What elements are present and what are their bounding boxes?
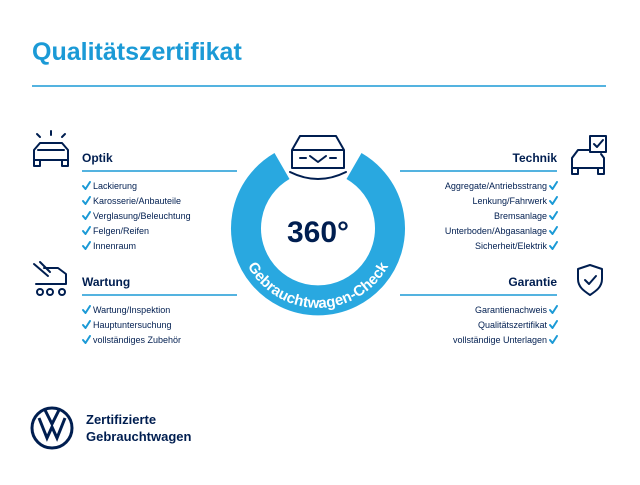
section-heading: Garantie: [508, 275, 557, 289]
check-mark: [82, 305, 91, 314]
check-item: Innenraum: [93, 241, 136, 251]
section-heading: Technik: [513, 151, 558, 165]
center-number: 360°: [287, 216, 349, 249]
check-item: Sicherheit/Elektrik: [475, 241, 548, 251]
check-mark: [549, 226, 558, 235]
vw-logo: [30, 406, 74, 450]
footer-line2: Gebrauchtwagen: [86, 429, 192, 444]
check-car-icon: [571, 135, 607, 175]
check-mark: [82, 320, 91, 329]
check-item: Aggregate/Antriebsstrang: [445, 181, 547, 191]
check-item: Garantienachweis: [475, 305, 548, 315]
check-item: Bremsanlage: [494, 211, 547, 221]
check-item: Unterboden/Abgasanlage: [445, 226, 547, 236]
check-mark: [549, 181, 558, 190]
check-item: vollständiges Zubehör: [93, 335, 181, 345]
check-mark: [82, 196, 91, 205]
title: Qualitätszertifikat: [32, 38, 242, 66]
center-car-icon: [289, 135, 347, 180]
check-mark: [549, 211, 558, 220]
car-icon: [33, 130, 69, 167]
check-mark: [82, 335, 91, 344]
check-mark: [82, 241, 91, 250]
shield-icon: [577, 264, 603, 296]
check-mark: [82, 181, 91, 190]
check-item: Verglasung/Beleuchtung: [93, 211, 191, 221]
check-mark: [549, 305, 558, 314]
check-item: Felgen/Reifen: [93, 226, 149, 236]
ring-arrow: [270, 160, 282, 172]
check-item: vollständige Unterlagen: [453, 335, 547, 345]
check-item: Lenkung/Fahrwerk: [472, 196, 547, 206]
section-heading: Optik: [82, 151, 113, 165]
check-mark: [549, 196, 558, 205]
service-icon: [33, 261, 67, 296]
footer-line1: Zertifizierte: [86, 412, 156, 427]
check-ring: [231, 153, 405, 316]
check-item: Qualitätszertifikat: [478, 320, 548, 330]
check-item: Lackierung: [93, 181, 137, 191]
check-mark: [549, 241, 558, 250]
section-heading: Wartung: [82, 275, 130, 289]
check-mark: [549, 320, 558, 329]
check-mark: [82, 211, 91, 220]
check-mark: [82, 226, 91, 235]
check-item: Wartung/Inspektion: [93, 305, 170, 315]
check-item: Hauptuntersuchung: [93, 320, 172, 330]
check-item: Karosserie/Anbauteile: [93, 196, 181, 206]
check-mark: [549, 335, 558, 344]
